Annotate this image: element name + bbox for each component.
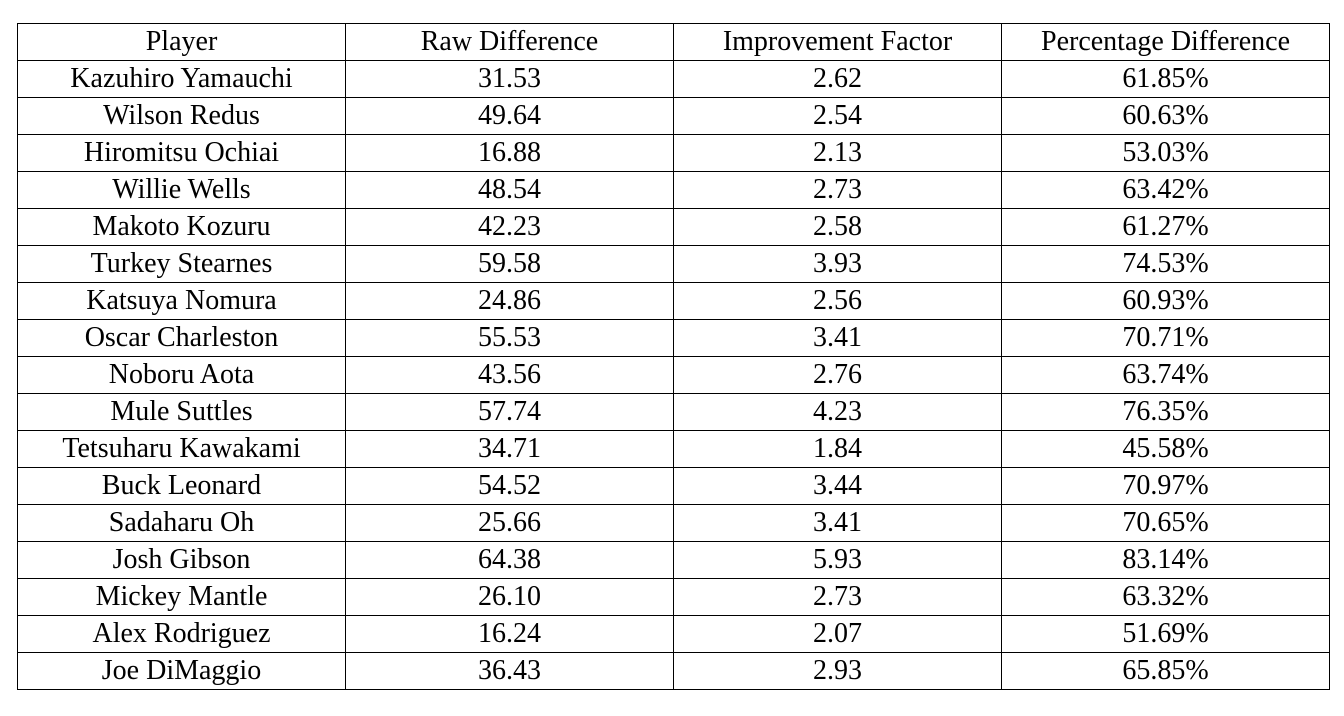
- cell-improvement-factor: 2.76: [673, 356, 1002, 394]
- cell-percentage-difference: 70.97%: [1001, 467, 1330, 505]
- cell-player: Makoto Kozuru: [17, 208, 346, 246]
- header-row: Player Raw Difference Improvement Factor…: [17, 23, 1330, 61]
- table-row: Buck Leonard 54.52 3.44 70.97%: [17, 467, 1330, 505]
- cell-percentage-difference: 63.42%: [1001, 171, 1330, 209]
- cell-player: Oscar Charleston: [17, 319, 346, 357]
- cell-raw-difference: 42.23: [345, 208, 674, 246]
- cell-percentage-difference: 45.58%: [1001, 430, 1330, 468]
- cell-raw-difference: 48.54: [345, 171, 674, 209]
- cell-player: Josh Gibson: [17, 541, 346, 579]
- cell-player: Hiromitsu Ochiai: [17, 134, 346, 172]
- cell-percentage-difference: 74.53%: [1001, 245, 1330, 283]
- cell-player: Wilson Redus: [17, 97, 346, 135]
- cell-raw-difference: 43.56: [345, 356, 674, 394]
- cell-improvement-factor: 2.56: [673, 282, 1002, 320]
- player-comparison-table: Player Raw Difference Improvement Factor…: [17, 23, 1330, 690]
- cell-improvement-factor: 3.44: [673, 467, 1002, 505]
- cell-percentage-difference: 60.63%: [1001, 97, 1330, 135]
- cell-percentage-difference: 63.74%: [1001, 356, 1330, 394]
- table-row: Kazuhiro Yamauchi 31.53 2.62 61.85%: [17, 60, 1330, 98]
- cell-player: Sadaharu Oh: [17, 504, 346, 542]
- table-header: Player Raw Difference Improvement Factor…: [17, 23, 1330, 61]
- cell-improvement-factor: 2.13: [673, 134, 1002, 172]
- table-body: Kazuhiro Yamauchi 31.53 2.62 61.85% Wils…: [17, 60, 1330, 690]
- table-row: Katsuya Nomura 24.86 2.56 60.93%: [17, 282, 1330, 320]
- cell-player: Tetsuharu Kawakami: [17, 430, 346, 468]
- cell-improvement-factor: 2.73: [673, 578, 1002, 616]
- table-row: Sadaharu Oh 25.66 3.41 70.65%: [17, 504, 1330, 542]
- cell-player: Katsuya Nomura: [17, 282, 346, 320]
- table-row: Noboru Aota 43.56 2.76 63.74%: [17, 356, 1330, 394]
- cell-raw-difference: 34.71: [345, 430, 674, 468]
- cell-raw-difference: 54.52: [345, 467, 674, 505]
- cell-improvement-factor: 2.62: [673, 60, 1002, 98]
- cell-raw-difference: 26.10: [345, 578, 674, 616]
- table-row: Josh Gibson 64.38 5.93 83.14%: [17, 541, 1330, 579]
- cell-percentage-difference: 63.32%: [1001, 578, 1330, 616]
- cell-improvement-factor: 4.23: [673, 393, 1002, 431]
- cell-percentage-difference: 83.14%: [1001, 541, 1330, 579]
- cell-percentage-difference: 61.27%: [1001, 208, 1330, 246]
- table-row: Alex Rodriguez 16.24 2.07 51.69%: [17, 615, 1330, 653]
- cell-percentage-difference: 60.93%: [1001, 282, 1330, 320]
- cell-player: Mickey Mantle: [17, 578, 346, 616]
- cell-improvement-factor: 2.07: [673, 615, 1002, 653]
- cell-player: Joe DiMaggio: [17, 652, 346, 690]
- cell-raw-difference: 64.38: [345, 541, 674, 579]
- cell-improvement-factor: 2.58: [673, 208, 1002, 246]
- cell-raw-difference: 49.64: [345, 97, 674, 135]
- cell-raw-difference: 16.88: [345, 134, 674, 172]
- cell-improvement-factor: 2.73: [673, 171, 1002, 209]
- cell-improvement-factor: 3.93: [673, 245, 1002, 283]
- cell-raw-difference: 31.53: [345, 60, 674, 98]
- cell-improvement-factor: 2.93: [673, 652, 1002, 690]
- table-row: Willie Wells 48.54 2.73 63.42%: [17, 171, 1330, 209]
- cell-improvement-factor: 2.54: [673, 97, 1002, 135]
- cell-raw-difference: 24.86: [345, 282, 674, 320]
- cell-percentage-difference: 65.85%: [1001, 652, 1330, 690]
- cell-player: Mule Suttles: [17, 393, 346, 431]
- cell-raw-difference: 57.74: [345, 393, 674, 431]
- cell-raw-difference: 59.58: [345, 245, 674, 283]
- header-percentage-difference: Percentage Difference: [1001, 23, 1330, 61]
- cell-percentage-difference: 76.35%: [1001, 393, 1330, 431]
- cell-improvement-factor: 3.41: [673, 504, 1002, 542]
- header-improvement-factor: Improvement Factor: [673, 23, 1002, 61]
- cell-raw-difference: 55.53: [345, 319, 674, 357]
- table-row: Joe DiMaggio 36.43 2.93 65.85%: [17, 652, 1330, 690]
- header-player: Player: [17, 23, 346, 61]
- cell-player: Turkey Stearnes: [17, 245, 346, 283]
- cell-player: Kazuhiro Yamauchi: [17, 60, 346, 98]
- cell-percentage-difference: 61.85%: [1001, 60, 1330, 98]
- table-row: Mule Suttles 57.74 4.23 76.35%: [17, 393, 1330, 431]
- table-row: Tetsuharu Kawakami 34.71 1.84 45.58%: [17, 430, 1330, 468]
- header-raw-difference: Raw Difference: [345, 23, 674, 61]
- table-row: Hiromitsu Ochiai 16.88 2.13 53.03%: [17, 134, 1330, 172]
- cell-improvement-factor: 3.41: [673, 319, 1002, 357]
- cell-raw-difference: 25.66: [345, 504, 674, 542]
- cell-improvement-factor: 5.93: [673, 541, 1002, 579]
- cell-player: Buck Leonard: [17, 467, 346, 505]
- table-row: Mickey Mantle 26.10 2.73 63.32%: [17, 578, 1330, 616]
- cell-raw-difference: 36.43: [345, 652, 674, 690]
- cell-percentage-difference: 70.65%: [1001, 504, 1330, 542]
- cell-player: Alex Rodriguez: [17, 615, 346, 653]
- table-row: Oscar Charleston 55.53 3.41 70.71%: [17, 319, 1330, 357]
- cell-percentage-difference: 70.71%: [1001, 319, 1330, 357]
- table-row: Makoto Kozuru 42.23 2.58 61.27%: [17, 208, 1330, 246]
- table-row: Turkey Stearnes 59.58 3.93 74.53%: [17, 245, 1330, 283]
- cell-raw-difference: 16.24: [345, 615, 674, 653]
- cell-player: Noboru Aota: [17, 356, 346, 394]
- table-row: Wilson Redus 49.64 2.54 60.63%: [17, 97, 1330, 135]
- cell-percentage-difference: 53.03%: [1001, 134, 1330, 172]
- cell-player: Willie Wells: [17, 171, 346, 209]
- cell-percentage-difference: 51.69%: [1001, 615, 1330, 653]
- cell-improvement-factor: 1.84: [673, 430, 1002, 468]
